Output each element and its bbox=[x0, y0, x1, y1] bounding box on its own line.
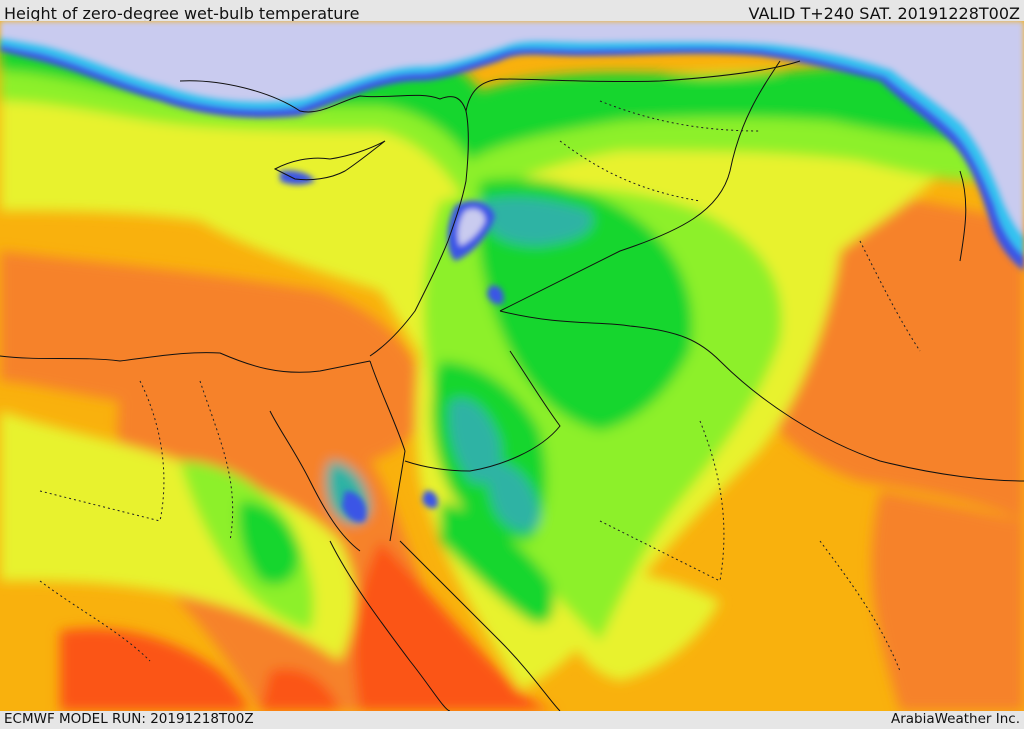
coastline-north bbox=[179, 60, 801, 113]
field-blue-sinai bbox=[342, 491, 367, 523]
border-iraq-iran bbox=[959, 170, 967, 262]
weather-map[interactable] bbox=[0, 21, 1024, 711]
coastline-egypt bbox=[0, 352, 371, 373]
field-teal-hejaz bbox=[487, 461, 540, 532]
footer-bar bbox=[0, 711, 1024, 729]
field-red-orange-s2 bbox=[260, 668, 340, 711]
field-teal-lebanon bbox=[480, 196, 593, 246]
coastline-gulf-suez bbox=[269, 410, 361, 552]
coastline-cyprus bbox=[273, 140, 386, 181]
admin-boundaries bbox=[39, 100, 921, 672]
field-green-west-sinai bbox=[238, 501, 300, 585]
border-syria-iraq bbox=[499, 60, 781, 312]
boundaries bbox=[0, 60, 1024, 711]
valid-time: VALID T+240 SAT. 20191228T00Z bbox=[748, 4, 1020, 23]
field-blue-cyprus bbox=[280, 170, 315, 185]
field-teal-jordan bbox=[448, 398, 501, 484]
coastline-levant bbox=[369, 110, 469, 357]
field-orange-southeast bbox=[871, 491, 1024, 711]
credit: ArabiaWeather Inc. bbox=[890, 711, 1020, 727]
map-canvas bbox=[0, 21, 1024, 711]
model-run: ECMWF MODEL RUN: 20191218T00Z bbox=[4, 711, 254, 727]
header-bar bbox=[0, 0, 1024, 21]
border-jordan-hejaz bbox=[404, 350, 561, 472]
field-green-north bbox=[0, 41, 970, 161]
border-sinai bbox=[369, 360, 406, 452]
field-sea-ice-north bbox=[0, 21, 1024, 236]
field-red-orange-south bbox=[354, 541, 560, 711]
field-sea-ice-lebanon bbox=[457, 209, 485, 246]
field-red-orange-sw bbox=[60, 628, 250, 711]
field-orange-west bbox=[0, 251, 430, 463]
border-jordan-saudi bbox=[499, 310, 1024, 482]
coastline-red-sea-east bbox=[399, 540, 561, 711]
coastline-red-sea-west bbox=[329, 540, 451, 711]
map-title: Height of zero-degree wet-bulb temperatu… bbox=[4, 4, 360, 23]
field-blue-hejaz bbox=[422, 490, 438, 509]
field-blue-jordan bbox=[487, 285, 504, 305]
coastline-gulf-aqaba bbox=[389, 450, 406, 542]
field-yellow-north bbox=[0, 81, 474, 381]
field-green-hejaz bbox=[440, 501, 554, 624]
